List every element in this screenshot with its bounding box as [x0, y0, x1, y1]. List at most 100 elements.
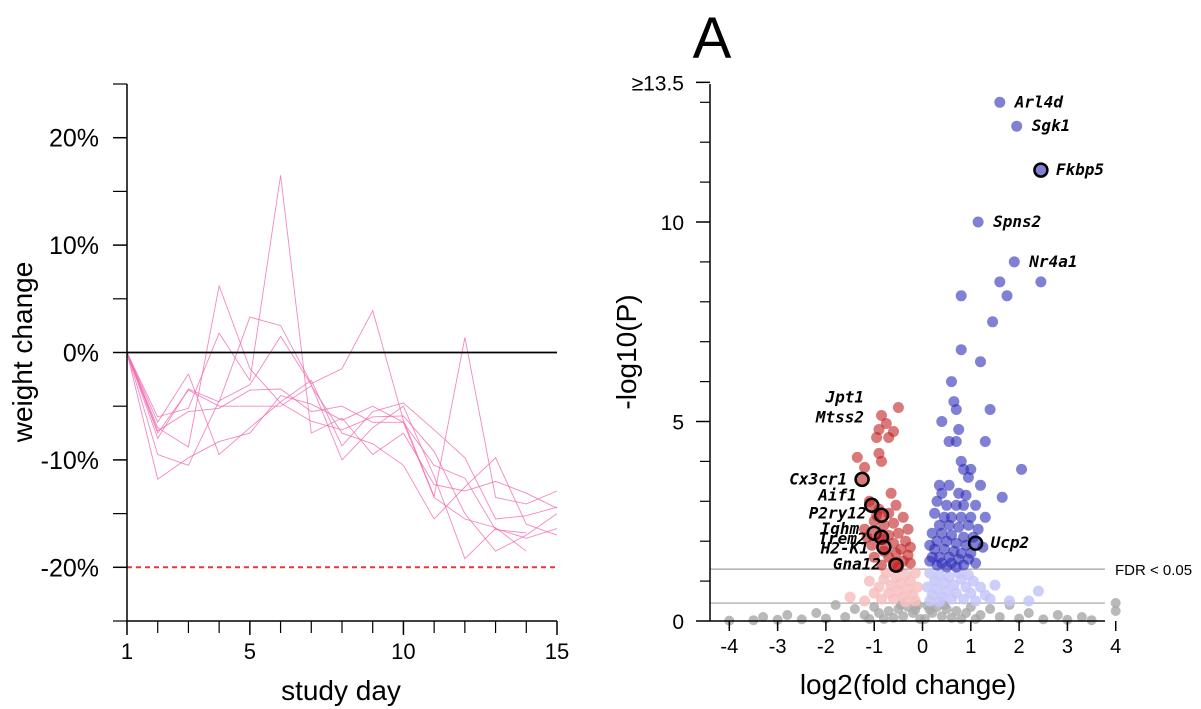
point-up-significant	[1008, 256, 1020, 268]
point-up-nominal	[1023, 595, 1035, 607]
gene-label: Arl4d	[1014, 92, 1064, 111]
point-up-significant	[1016, 463, 1027, 475]
point-up-nominal	[965, 587, 977, 599]
volcano-axes: 0 5 10 ≥13.5 -4 -3 -2 -1 0 1 2 3 4	[632, 72, 1122, 658]
point-down-significant	[880, 418, 892, 429]
point-up-significant	[950, 436, 962, 447]
point-up-significant	[958, 499, 970, 511]
point-not-significant	[796, 614, 807, 625]
gene-label: Cx3cr1	[789, 469, 847, 488]
weight-y-tick-label: -10%	[41, 447, 99, 475]
point-not-significant	[1110, 598, 1121, 608]
point-down-significant	[892, 527, 904, 539]
point-down-significant	[868, 551, 880, 563]
weight-x-tick-label: 1	[121, 639, 133, 664]
weight-x-tick-label: 10	[391, 639, 415, 664]
point-up-significant	[962, 519, 974, 531]
point-up-significant	[946, 376, 957, 388]
reference-lines	[127, 351, 557, 569]
point-down-significant	[885, 487, 897, 499]
gene-label: Ighm	[821, 519, 860, 538]
point-down-significant	[859, 461, 871, 473]
point-not-significant	[1076, 612, 1087, 622]
volcano-x-tick-label: -1	[865, 636, 883, 658]
point-not-significant	[1086, 615, 1097, 626]
weight-change-chart: 20%10%0%-10%-20%1 5 10 15 study day weight …	[7, 83, 569, 706]
point-not-significant	[878, 614, 889, 624]
point-up-nominal	[946, 593, 957, 605]
point-not-significant	[849, 604, 860, 614]
highlighted-gene-point	[1033, 162, 1049, 178]
point-not-significant	[1038, 614, 1049, 625]
highlighted-gene-point	[864, 497, 880, 514]
point-down-nominal	[912, 581, 924, 593]
volcano-points	[724, 96, 1121, 626]
weight-series-line	[126, 175, 558, 509]
point-down-nominal	[868, 587, 880, 599]
point-up-significant	[1001, 290, 1013, 302]
point-up-nominal	[1032, 585, 1044, 597]
point-up-significant	[975, 356, 986, 368]
gene-label: H2-K1	[820, 538, 869, 557]
point-down-nominal	[844, 591, 856, 603]
point-not-significant	[1023, 608, 1034, 618]
point-up-significant	[936, 487, 948, 499]
volcano-chart: FDR < 0.05 Arl4d Sgk1 Fkbp5 Spns2 Nr4a1 Jpt1M…	[611, 72, 1192, 700]
point-not-significant	[919, 614, 930, 624]
point-up-significant	[987, 316, 999, 328]
point-down-significant	[892, 402, 904, 413]
point-up-significant	[975, 479, 986, 491]
weight-series-line	[126, 309, 558, 505]
gene-label: P2ry12	[809, 503, 867, 522]
volcano-x-tick-label: 0	[917, 636, 928, 658]
point-up-nominal	[924, 595, 936, 607]
point-down-significant	[890, 499, 902, 511]
point-down-nominal	[909, 567, 921, 579]
point-down-significant	[876, 410, 887, 421]
volcano-x-tick-label: 1	[965, 636, 976, 658]
point-not-significant	[910, 604, 921, 615]
point-up-significant	[938, 543, 950, 555]
point-up-significant	[1011, 120, 1023, 132]
gene-label: Aif1	[817, 485, 857, 504]
fdr-threshold-label: FDR < 0.05	[1115, 562, 1192, 579]
point-up-significant	[950, 561, 962, 573]
highlighted-gene-point	[967, 535, 984, 551]
point-up-nominal	[970, 595, 982, 607]
point-not-significant	[772, 614, 783, 625]
point-up-nominal	[962, 569, 974, 581]
point-up-significant	[962, 471, 974, 483]
point-not-significant	[811, 608, 822, 618]
point-down-nominal	[880, 567, 892, 579]
point-up-significant	[994, 276, 1006, 288]
point-up-significant	[943, 519, 955, 531]
gene-label: Fkbp5	[1056, 160, 1104, 179]
weight-lines	[126, 175, 558, 560]
point-up-significant	[931, 559, 943, 571]
point-not-significant	[830, 600, 841, 610]
volcano-x-tick-label: -3	[769, 636, 787, 658]
point-not-significant	[1110, 606, 1121, 616]
point-up-significant	[953, 521, 965, 533]
point-down-nominal	[859, 595, 871, 607]
weight-series-line	[126, 335, 558, 560]
gene-label: Jpt1	[824, 388, 864, 407]
weight-series-line	[126, 352, 558, 520]
highlighted-gene-point	[876, 539, 892, 555]
point-not-significant	[936, 611, 947, 622]
point-down-nominal	[909, 595, 921, 607]
point-up-nominal	[958, 593, 970, 605]
point-down-significant	[876, 455, 887, 467]
weight-y-tick-label: 0%	[63, 340, 99, 368]
point-up-nominal	[984, 593, 996, 605]
volcano-x-tick-label: 3	[1062, 636, 1073, 658]
point-not-significant	[758, 612, 769, 622]
highlighted-gene-point	[854, 471, 870, 488]
gene-label: Ucp2	[991, 533, 1030, 552]
highlighted-gene-point	[888, 557, 904, 573]
point-not-significant	[1062, 614, 1073, 625]
point-not-significant	[994, 612, 1005, 622]
volcano-y-tick-label: 5	[672, 412, 684, 435]
point-up-significant	[984, 404, 996, 415]
